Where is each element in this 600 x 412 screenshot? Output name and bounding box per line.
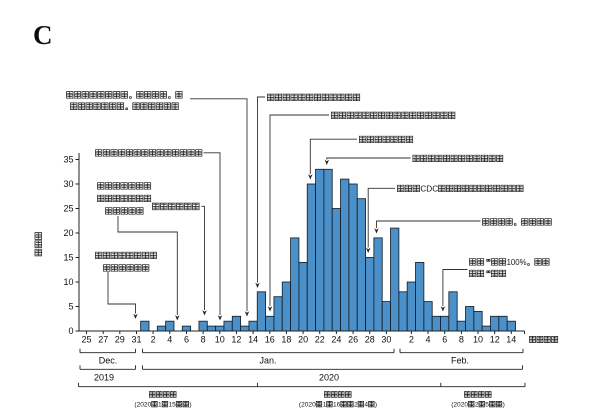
svg-text:CDC: CDC <box>420 185 438 194</box>
svg-text:): ) <box>189 402 191 409</box>
svg-text:31: 31 <box>131 335 141 345</box>
svg-text:5: 5 <box>68 302 73 312</box>
svg-text:2: 2 <box>354 402 358 409</box>
svg-text:): ) <box>375 402 377 409</box>
svg-text:2: 2 <box>151 335 156 345</box>
svg-text:2020: 2020 <box>319 373 339 383</box>
svg-text:30: 30 <box>63 179 73 189</box>
svg-text:8: 8 <box>201 335 206 345</box>
svg-text:16: 16 <box>265 335 275 345</box>
svg-text:12: 12 <box>231 335 241 345</box>
svg-text:(2020: (2020 <box>299 402 316 409</box>
svg-text:2: 2 <box>475 402 479 409</box>
svg-text:15: 15 <box>63 253 73 263</box>
svg-text:4: 4 <box>167 335 172 345</box>
svg-text:6: 6 <box>442 335 447 345</box>
svg-text:4: 4 <box>364 402 368 409</box>
svg-text:(2020: (2020 <box>451 402 468 409</box>
svg-text:8: 8 <box>459 335 464 345</box>
svg-text:2: 2 <box>409 335 414 345</box>
svg-text:20: 20 <box>63 228 73 238</box>
svg-text:5: 5 <box>485 402 489 409</box>
svg-text:18: 18 <box>281 335 291 345</box>
svg-text:24: 24 <box>331 335 341 345</box>
svg-text:14: 14 <box>248 335 258 345</box>
svg-text:25: 25 <box>81 335 91 345</box>
svg-text:Dec.: Dec. <box>99 356 118 366</box>
svg-text:27: 27 <box>98 335 108 345</box>
svg-text:12: 12 <box>490 335 500 345</box>
svg-text:20: 20 <box>298 335 308 345</box>
svg-text:6: 6 <box>184 335 189 345</box>
svg-text:22: 22 <box>315 335 325 345</box>
svg-text:25: 25 <box>63 204 73 214</box>
svg-text:10: 10 <box>63 277 73 287</box>
svg-text:4: 4 <box>425 335 430 345</box>
svg-text:100%: 100% <box>507 258 527 267</box>
svg-text:): ) <box>503 402 505 409</box>
svg-text:10: 10 <box>215 335 225 345</box>
svg-text:26: 26 <box>348 335 358 345</box>
svg-text:29: 29 <box>115 335 125 345</box>
svg-text:Feb.: Feb. <box>451 356 469 366</box>
svg-text:28: 28 <box>365 335 375 345</box>
svg-text:0: 0 <box>68 326 73 336</box>
svg-text:30: 30 <box>381 335 391 345</box>
svg-text:16: 16 <box>333 402 341 409</box>
svg-text:C: C <box>33 20 53 50</box>
svg-text:1: 1 <box>323 402 327 409</box>
svg-text:35: 35 <box>63 155 73 165</box>
svg-text:15: 15 <box>169 402 177 409</box>
svg-text:14: 14 <box>506 335 516 345</box>
svg-text:Jan.: Jan. <box>259 356 276 366</box>
svg-text:(2020: (2020 <box>134 402 151 409</box>
svg-text:10: 10 <box>473 335 483 345</box>
svg-text:1: 1 <box>158 402 162 409</box>
svg-text:2019: 2019 <box>94 373 114 383</box>
